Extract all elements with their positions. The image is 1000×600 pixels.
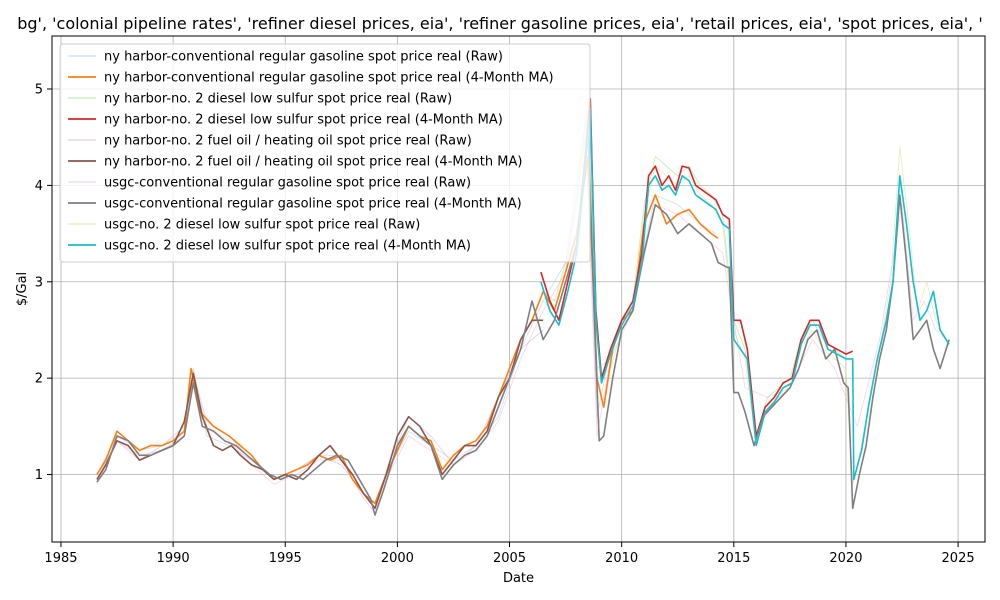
x-tick-label: 1995 [269, 551, 302, 566]
y-tick-label: 3 [35, 275, 43, 290]
series-line-10 [540, 107, 950, 481]
legend: ny harbor-conventional regular gasoline … [59, 43, 591, 263]
legend-entry: usgc-conventional regular gasoline spot … [104, 197, 522, 212]
axes: 1985 1990 1995 2000 2005 2010 2015 2020 2025 1 2 3 4… [35, 83, 975, 566]
x-tick-label: 1985 [44, 551, 77, 566]
legend-entry: usgc-no. 2 diesel low sulfur spot price … [104, 239, 471, 254]
chart-title: bg', 'colonial pipeline rates', 'refiner… [17, 14, 983, 33]
legend-entry: usgc-no. 2 diesel low sulfur spot price … [104, 218, 420, 233]
x-tick-label: 2015 [717, 551, 750, 566]
x-tick-label: 2005 [493, 551, 526, 566]
series-lines [96, 97, 950, 516]
x-tick-label: 1990 [157, 551, 190, 566]
plot-frame [51, 35, 986, 543]
series-line-8 [96, 126, 950, 516]
y-tick-label: 1 [35, 468, 43, 483]
x-axis-label: Date [503, 571, 534, 586]
x-tick-label: 2010 [605, 551, 638, 566]
y-tick-label: 5 [35, 83, 43, 98]
x-tick-label: 2020 [829, 551, 862, 566]
x-tick-label: 2025 [942, 551, 975, 566]
legend-entry: ny harbor-no. 2 fuel oil / heating oil s… [104, 134, 472, 149]
legend-entry: ny harbor-no. 2 diesel low sulfur spot p… [104, 113, 503, 128]
legend-entry: ny harbor-conventional regular gasoline … [104, 50, 503, 65]
x-tick-label: 2000 [381, 551, 414, 566]
y-axis-label: $/Gal [15, 272, 30, 306]
legend-entry: ny harbor-conventional regular gasoline … [104, 71, 554, 86]
y-tick-label: 2 [35, 372, 43, 387]
y-tick-label: 4 [35, 179, 43, 194]
legend-entry: ny harbor-no. 2 diesel low sulfur spot p… [104, 92, 452, 107]
legend-box [59, 43, 591, 263]
legend-entry: ny harbor-no. 2 fuel oil / heating oil s… [104, 155, 522, 170]
series-group [96, 97, 950, 516]
legend-entry: usgc-conventional regular gasoline spot … [104, 176, 471, 191]
